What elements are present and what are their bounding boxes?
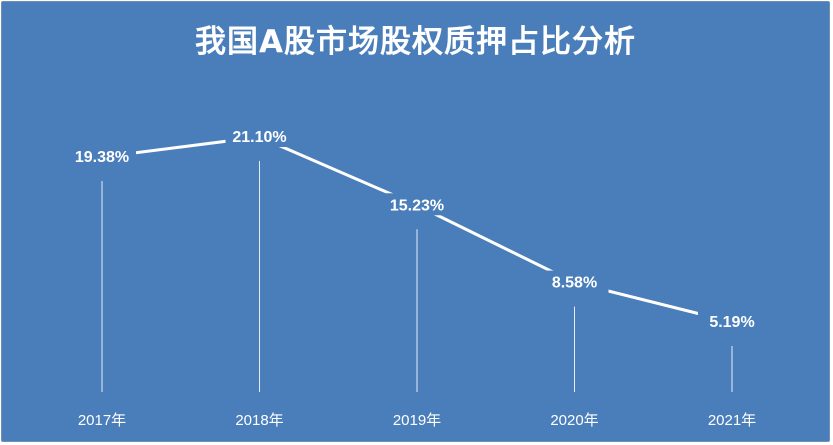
- x-tick-label: 2020年: [550, 412, 598, 429]
- data-label: 5.19%: [709, 314, 754, 331]
- data-label: 21.10%: [232, 129, 286, 146]
- x-tick-label: 2019年: [393, 412, 441, 429]
- data-label: 8.58%: [552, 275, 597, 292]
- data-label-bg: [225, 125, 294, 147]
- data-label-bg: [698, 310, 766, 332]
- data-label-bg: [383, 193, 451, 216]
- x-tick-label: 2018年: [235, 412, 283, 429]
- x-tick-label: 2021年: [708, 412, 756, 429]
- data-label: 15.23%: [390, 197, 444, 214]
- data-label-bg: [68, 145, 136, 167]
- chart-title: 我国A股市场股权质押占比分析: [195, 24, 636, 60]
- data-label-bg: [540, 270, 609, 293]
- data-label: 19.38%: [75, 149, 129, 166]
- x-tick-label: 2017年: [78, 412, 126, 429]
